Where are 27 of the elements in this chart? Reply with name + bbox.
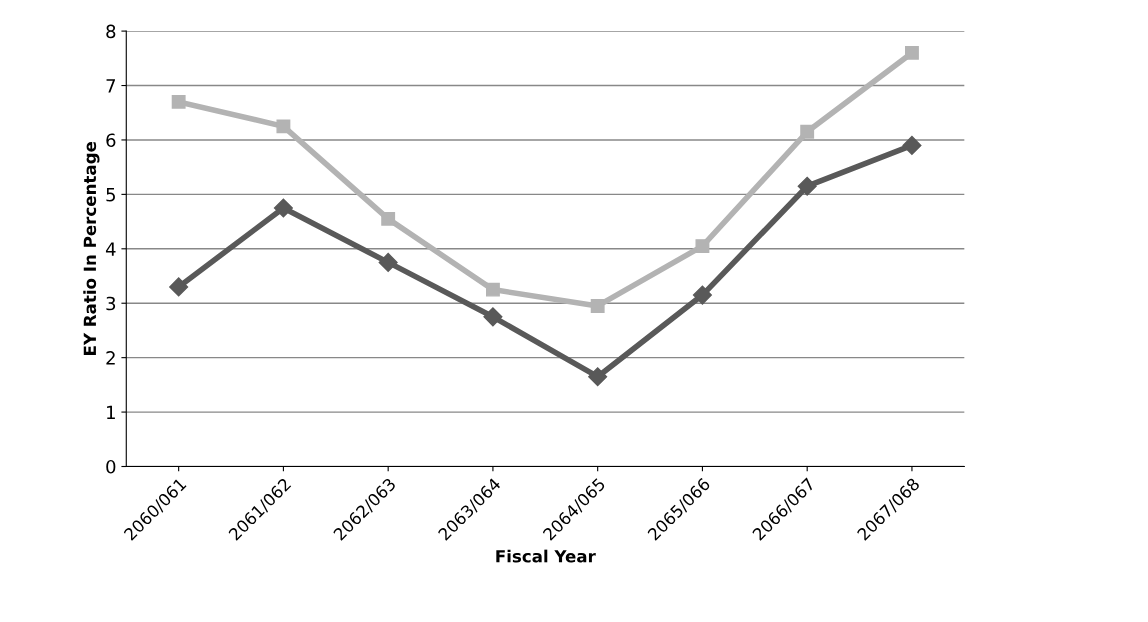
point [169, 277, 189, 297]
point [797, 176, 817, 196]
y-axis-title: EY Ratio In Percentage [83, 141, 100, 355]
y-tick-label: 4 [105, 242, 116, 256]
point [378, 252, 398, 272]
y-tick-label: 0 [106, 459, 116, 474]
point [483, 307, 503, 327]
point [590, 299, 605, 313]
y-tick-label: 7 [106, 79, 116, 93]
y-tick-label: 3 [106, 296, 116, 311]
point [485, 282, 500, 297]
y-tick-label: 2 [106, 351, 115, 365]
point [695, 239, 710, 254]
point [692, 285, 712, 305]
point [800, 124, 815, 139]
point [273, 198, 293, 218]
y-tick-label: 6 [106, 133, 116, 148]
point [276, 119, 291, 134]
y-tick-label: 8 [106, 24, 116, 39]
point [902, 135, 922, 155]
point [381, 211, 396, 226]
y-tick-label: 5 [106, 188, 115, 202]
y-tick-label: 1 [107, 405, 115, 419]
x-axis-title: Fiscal Year [496, 549, 596, 563]
point [171, 94, 186, 109]
point [588, 367, 608, 387]
point [904, 45, 919, 60]
